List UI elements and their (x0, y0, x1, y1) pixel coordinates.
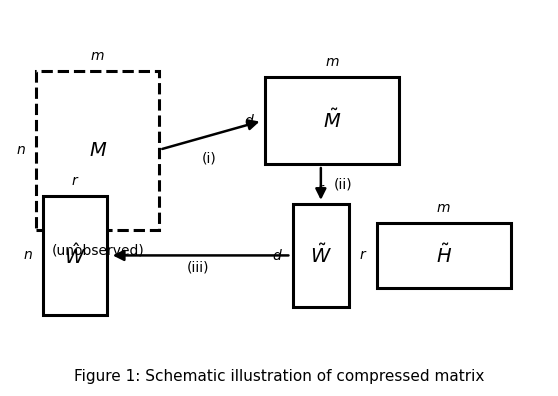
Bar (293, 204, 349, 307)
Text: $m$: $m$ (90, 50, 105, 63)
Text: $M$: $M$ (89, 141, 107, 160)
Text: $\tilde{W}$: $\tilde{W}$ (310, 244, 332, 267)
Text: $\tilde{M}$: $\tilde{M}$ (323, 109, 341, 132)
Bar (36, 71, 159, 230)
Text: (i): (i) (202, 151, 217, 166)
Bar (377, 223, 511, 288)
Text: $d$: $d$ (272, 248, 283, 263)
Text: Figure 1: Schematic illustration of compressed matrix: Figure 1: Schematic illustration of comp… (74, 369, 484, 384)
Text: $\hat{W}$: $\hat{W}$ (64, 243, 86, 268)
Text: (iii): (iii) (187, 260, 209, 274)
Text: (ii): (ii) (334, 177, 353, 191)
Text: (unobserved): (unobserved) (51, 244, 144, 257)
Text: $d$: $d$ (244, 113, 255, 128)
Text: $r$: $r$ (316, 182, 325, 196)
Bar (44, 196, 107, 315)
Text: $m$: $m$ (325, 55, 339, 69)
Text: $m$: $m$ (436, 201, 451, 215)
Text: $r$: $r$ (359, 248, 367, 263)
Text: $r$: $r$ (71, 174, 80, 188)
Text: $n$: $n$ (16, 143, 26, 158)
Text: $n$: $n$ (23, 248, 33, 263)
Bar (265, 77, 399, 164)
Text: $\tilde{H}$: $\tilde{H}$ (436, 244, 451, 267)
